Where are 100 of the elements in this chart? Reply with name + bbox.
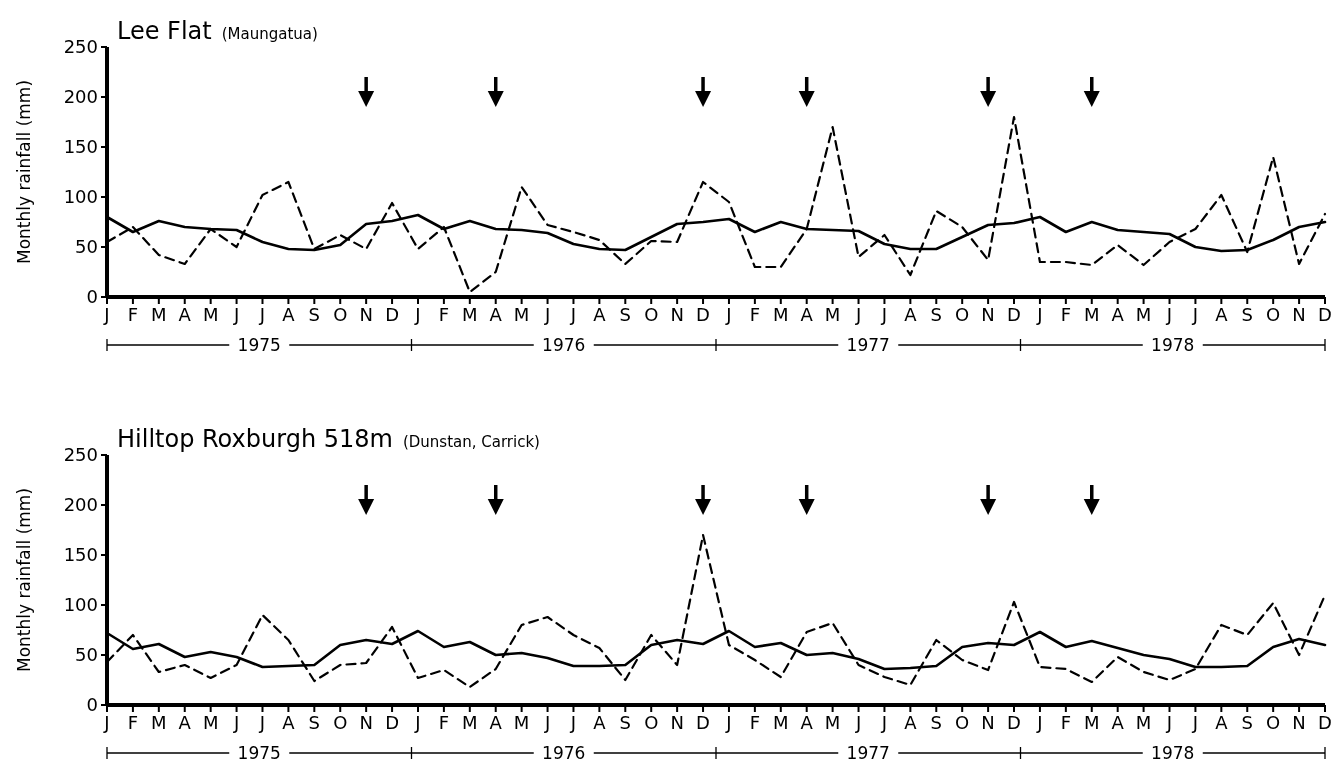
- x-tick-label: N: [670, 712, 684, 733]
- x-tick-label: F: [438, 304, 450, 325]
- x-tick-label: J: [1191, 712, 1199, 733]
- x-tick-label: J: [880, 304, 888, 325]
- x-tick-label: J: [414, 304, 421, 325]
- x-tick-label: M: [824, 304, 841, 325]
- x-tick-label: O: [955, 712, 970, 733]
- y-axis-title: Monthly rainfall (mm): [14, 79, 34, 265]
- y-tick-label: 50: [75, 236, 98, 258]
- x-tick-label: M: [773, 712, 789, 733]
- x-tick-label: J: [880, 712, 888, 733]
- x-tick-label: S: [308, 712, 321, 733]
- x-tick-label: M: [1135, 712, 1152, 733]
- y-tick-label: 100: [63, 186, 98, 208]
- x-tick-label: J: [1036, 712, 1043, 733]
- x-tick-label: J: [1165, 712, 1173, 733]
- x-tick-label: A: [593, 712, 607, 733]
- x-tick-label: A: [178, 712, 192, 733]
- x-tick-label: A: [1111, 712, 1125, 733]
- x-tick-label: M: [462, 712, 478, 733]
- x-tick-label: A: [282, 712, 296, 733]
- y-tick-label: 200: [63, 494, 98, 516]
- x-tick-label: J: [569, 304, 577, 325]
- x-tick-label: J: [854, 304, 862, 325]
- x-tick-label: D: [696, 304, 710, 325]
- x-tick-label: F: [749, 712, 761, 733]
- y-tick-label: 0: [86, 286, 98, 308]
- x-tick-label: M: [462, 304, 478, 325]
- x-tick-label: N: [670, 304, 684, 325]
- text: 1976: [542, 742, 586, 763]
- chart-title: Lee Flat: [117, 17, 212, 45]
- y-tick-label: 0: [86, 694, 98, 716]
- x-tick-label: F: [749, 304, 761, 325]
- x-tick-label: O: [955, 304, 970, 325]
- x-tick-label: M: [1135, 304, 1152, 325]
- x-tick-label: N: [1292, 304, 1306, 325]
- x-tick-label: A: [1215, 712, 1229, 733]
- y-tick-label: 250: [63, 444, 98, 466]
- x-tick-label: M: [151, 304, 167, 325]
- x-tick-label: J: [725, 304, 732, 325]
- x-tick-label: J: [1191, 304, 1199, 325]
- x-tick-label: O: [1266, 712, 1281, 733]
- chart-subtitle: (Dunstan, Carrick): [402, 433, 540, 451]
- x-tick-label: A: [904, 304, 918, 325]
- x-tick-label: A: [282, 304, 296, 325]
- x-tick-label: S: [1241, 304, 1253, 325]
- x-tick-label: F: [127, 304, 139, 325]
- y-tick-label: 50: [75, 644, 98, 666]
- x-tick-label: M: [773, 304, 789, 325]
- x-tick-label: N: [981, 304, 995, 325]
- x-tick-label: N: [359, 712, 373, 733]
- text: 1977: [846, 334, 890, 355]
- x-tick-label: S: [308, 304, 321, 325]
- x-tick-label: J: [103, 712, 110, 733]
- x-tick-label: A: [1215, 304, 1229, 325]
- x-tick-label: J: [414, 712, 421, 733]
- x-tick-label: J: [1036, 304, 1043, 325]
- text: 1977: [846, 742, 890, 763]
- x-tick-label: M: [1084, 304, 1100, 325]
- x-tick-label: A: [800, 304, 814, 325]
- x-tick-label: F: [1060, 304, 1072, 325]
- x-tick-label: F: [438, 712, 450, 733]
- x-tick-label: A: [489, 304, 503, 325]
- x-tick-label: F: [127, 712, 139, 733]
- x-tick-label: J: [1165, 304, 1173, 325]
- y-tick-label: 150: [63, 136, 98, 158]
- x-tick-label: M: [1084, 712, 1100, 733]
- chart-subtitle: (Maungatua): [221, 25, 318, 43]
- x-tick-label: S: [619, 712, 632, 733]
- x-tick-label: J: [543, 304, 551, 325]
- x-tick-label: J: [543, 712, 551, 733]
- x-tick-label: J: [232, 304, 240, 325]
- text: 1975: [237, 334, 281, 355]
- x-tick-label: O: [333, 712, 348, 733]
- x-tick-label: A: [593, 304, 607, 325]
- x-tick-label: S: [619, 304, 632, 325]
- x-tick-label: D: [1007, 712, 1021, 733]
- y-axis-title: Monthly rainfall (mm): [14, 487, 34, 673]
- x-tick-label: J: [725, 712, 732, 733]
- x-tick-label: J: [232, 712, 240, 733]
- y-tick-label: 150: [63, 544, 98, 566]
- x-tick-label: N: [1292, 712, 1306, 733]
- x-tick-label: M: [202, 712, 219, 733]
- text: 1978: [1151, 742, 1195, 763]
- x-tick-label: J: [103, 304, 110, 325]
- text: 1976: [542, 334, 586, 355]
- x-tick-label: M: [513, 304, 530, 325]
- x-tick-label: J: [569, 712, 577, 733]
- x-tick-label: N: [359, 304, 373, 325]
- x-tick-label: F: [1060, 712, 1072, 733]
- x-tick-label: D: [385, 712, 399, 733]
- x-tick-label: O: [1266, 304, 1281, 325]
- x-tick-label: D: [696, 712, 710, 733]
- x-tick-label: M: [824, 712, 841, 733]
- y-tick-label: 250: [63, 36, 98, 58]
- chart-title: Hilltop Roxburgh 518m: [117, 425, 393, 453]
- text: 1978: [1151, 334, 1195, 355]
- x-tick-label: J: [258, 304, 266, 325]
- x-tick-label: S: [1241, 712, 1253, 733]
- x-tick-label: O: [644, 304, 659, 325]
